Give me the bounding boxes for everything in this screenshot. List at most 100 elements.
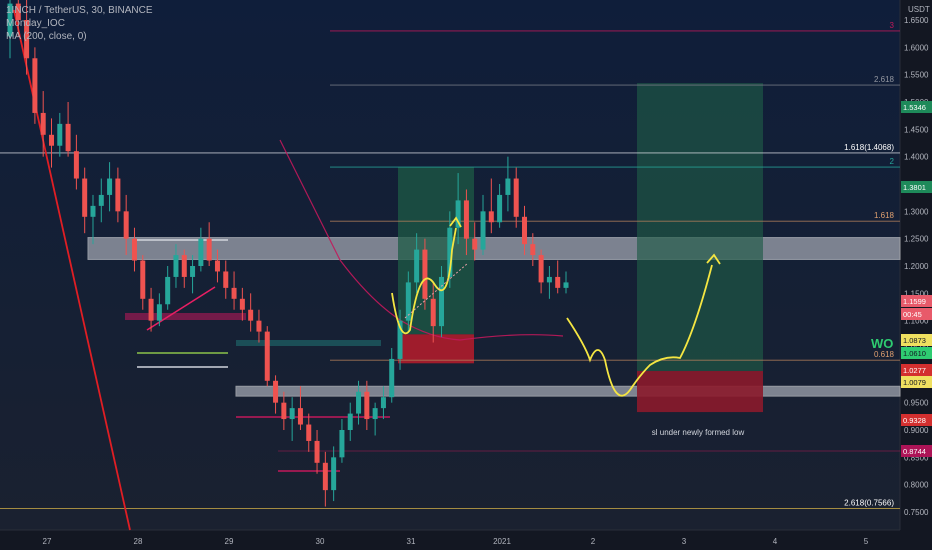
candle-body (165, 276, 171, 305)
candle-body (214, 260, 220, 272)
candle-body (322, 462, 328, 491)
price-badge (901, 376, 932, 388)
candle-body (173, 255, 179, 277)
candle-body (463, 200, 469, 239)
candle-body (447, 227, 453, 277)
candle-body (372, 408, 378, 420)
y-tick-label: 1.2000 (904, 262, 929, 271)
fib-label: 2 (890, 157, 895, 166)
candle-body (563, 282, 569, 288)
candle-body (430, 298, 436, 327)
candle-body (297, 408, 303, 425)
arrow-head (449, 216, 462, 228)
candle-body (131, 238, 137, 261)
fib-label: 1.618 (874, 211, 895, 220)
candle-body (40, 112, 46, 135)
symbol-title: 1INCH / TetherUS, 30, BINANCE (6, 5, 153, 16)
candle-body (472, 238, 478, 250)
candle-body (439, 276, 445, 327)
price-badge (901, 295, 932, 307)
x-tick-label: 3 (682, 537, 687, 546)
price-badge (901, 364, 932, 376)
candle-body (513, 178, 519, 217)
candle-body (98, 194, 104, 206)
price-badge (901, 101, 932, 113)
x-tick-label: 28 (134, 537, 143, 546)
y-tick-label: 1.2500 (904, 235, 929, 244)
price-badge (901, 308, 932, 320)
y-tick-label: 1.1000 (904, 317, 929, 326)
y-tick-label: 1.4500 (904, 125, 929, 134)
candle-body (347, 413, 353, 430)
candle-body (223, 271, 229, 288)
candle-body (281, 402, 287, 420)
y-tick-label: 0.8500 (904, 453, 929, 462)
x-tick-label: 4 (773, 537, 778, 546)
candle-body (140, 260, 146, 299)
long-stop-zone (398, 334, 474, 364)
arrow-head (706, 253, 721, 265)
price-badge-label: 1.0873 (903, 336, 926, 345)
candle-body (331, 457, 337, 491)
x-tick-label: 31 (407, 537, 416, 546)
candle-body (422, 249, 428, 299)
support-zone (235, 385, 901, 397)
candle-body (239, 298, 245, 310)
stop-loss-note: sl under newly formed low (652, 428, 745, 437)
y-tick-label: 0.9500 (904, 399, 929, 408)
candle-body (306, 424, 312, 441)
candle-body (32, 58, 38, 113)
x-tick-label: 30 (316, 537, 325, 546)
candle-body (356, 391, 362, 414)
candle-body (24, 20, 30, 59)
candle-body (264, 331, 270, 381)
candle-body (198, 238, 204, 266)
candle-body (231, 287, 237, 299)
price-badge-label: 0.9328 (903, 416, 926, 425)
candle-body (248, 309, 254, 321)
candle-body (289, 408, 295, 420)
projected-stop-zone (637, 371, 763, 413)
price-badge (901, 334, 932, 346)
candle-body (555, 276, 561, 288)
candle-body (405, 282, 411, 321)
candle-body (206, 238, 212, 261)
x-tick-label: 2021 (493, 537, 511, 546)
candle-body (48, 134, 54, 146)
wo-annotation: WO (871, 336, 893, 351)
price-badge-label: 1.0277 (903, 366, 926, 375)
x-tick-label: 2 (591, 537, 596, 546)
price-axis-unit: USDT (908, 5, 930, 14)
candle-body (505, 178, 511, 195)
pink-trendline (146, 286, 216, 331)
x-tick-label: 5 (864, 537, 869, 546)
candle-body (480, 211, 486, 250)
candle-body (181, 255, 187, 277)
candle-body (57, 123, 63, 146)
price-badge (901, 347, 932, 359)
price-badge-label: 00:45 (903, 310, 922, 319)
candle-body (414, 249, 420, 283)
y-tick-label: 1.6500 (904, 16, 929, 25)
y-tick-label: 1.6000 (904, 43, 929, 52)
candle-body (522, 216, 528, 245)
x-tick-label: 29 (225, 537, 234, 546)
candle-body (82, 178, 88, 217)
price-badge (901, 414, 932, 426)
price-axis-background (900, 0, 932, 550)
time-axis-background (0, 530, 932, 550)
price-badge-label: 1.5346 (903, 103, 926, 112)
candle-body (538, 255, 544, 283)
candle-body (546, 276, 552, 283)
indicator-label: MA (200, close, 0) (6, 31, 87, 42)
price-badge-label: 0.8744 (903, 447, 926, 456)
price-badge (901, 445, 932, 457)
candle-body (115, 178, 121, 212)
candle-body (364, 391, 370, 420)
projected-target-zone (637, 83, 763, 372)
price-badge (901, 181, 932, 193)
y-tick-label: 0.7500 (904, 508, 929, 517)
fib-label: 1.618(1.4068) (844, 143, 894, 152)
candle-body (397, 320, 403, 359)
